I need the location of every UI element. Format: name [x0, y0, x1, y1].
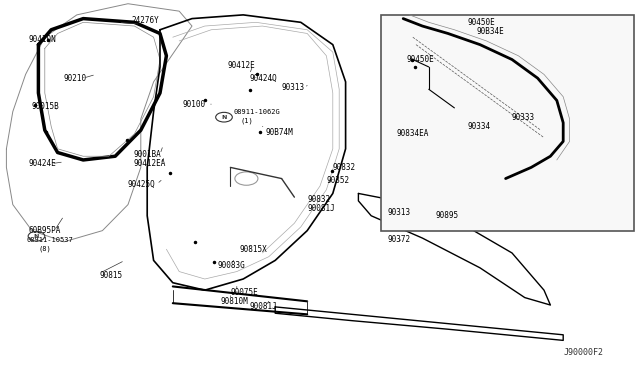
Text: (1): (1): [240, 118, 253, 124]
Text: 08911-1062G: 08911-1062G: [234, 109, 280, 115]
Text: 24276Y: 24276Y: [131, 16, 159, 25]
Text: 90832: 90832: [307, 195, 330, 203]
Text: 90372: 90372: [387, 235, 410, 244]
Text: 90B34E: 90B34E: [477, 27, 504, 36]
Text: 90015B: 90015B: [32, 102, 60, 110]
Text: 90412EA: 90412EA: [133, 159, 166, 168]
Text: 90815: 90815: [99, 271, 122, 280]
Text: 90210: 90210: [64, 74, 87, 83]
Text: 90352: 90352: [326, 176, 349, 185]
Text: 90313: 90313: [387, 208, 410, 217]
Text: 90410N: 90410N: [29, 35, 56, 44]
Text: 90081J: 90081J: [250, 302, 277, 311]
Text: 60B95PA: 60B95PA: [29, 226, 61, 235]
Text: 90081J: 90081J: [307, 204, 335, 213]
Text: 90075E: 90075E: [230, 288, 258, 296]
Text: 08911-10537: 08911-10537: [27, 237, 74, 243]
Text: 90834EA: 90834EA: [397, 129, 429, 138]
Text: 90334: 90334: [467, 122, 490, 131]
Text: (8): (8): [38, 246, 51, 253]
Text: 90810M: 90810M: [221, 297, 248, 306]
Text: 90815X: 90815X: [240, 245, 268, 254]
Text: J90000F2: J90000F2: [563, 348, 604, 357]
Text: 90083G: 90083G: [218, 262, 245, 270]
FancyBboxPatch shape: [381, 15, 634, 231]
Text: 90313: 90313: [282, 83, 305, 92]
Text: 90425Q: 90425Q: [128, 180, 156, 189]
Text: 90450E: 90450E: [406, 55, 434, 64]
Text: N: N: [221, 115, 227, 120]
Text: 90412E: 90412E: [227, 61, 255, 70]
Text: 90100: 90100: [182, 100, 205, 109]
Text: 90895: 90895: [435, 211, 458, 220]
Text: 90333: 90333: [512, 113, 535, 122]
Text: 90450E: 90450E: [467, 18, 495, 27]
Text: 90424E: 90424E: [29, 159, 56, 168]
Text: 90424Q: 90424Q: [250, 74, 277, 83]
Text: 90B74M: 90B74M: [266, 128, 293, 137]
Text: N: N: [34, 234, 39, 239]
Text: 90832: 90832: [333, 163, 356, 172]
Text: 9001BA: 9001BA: [133, 150, 161, 159]
